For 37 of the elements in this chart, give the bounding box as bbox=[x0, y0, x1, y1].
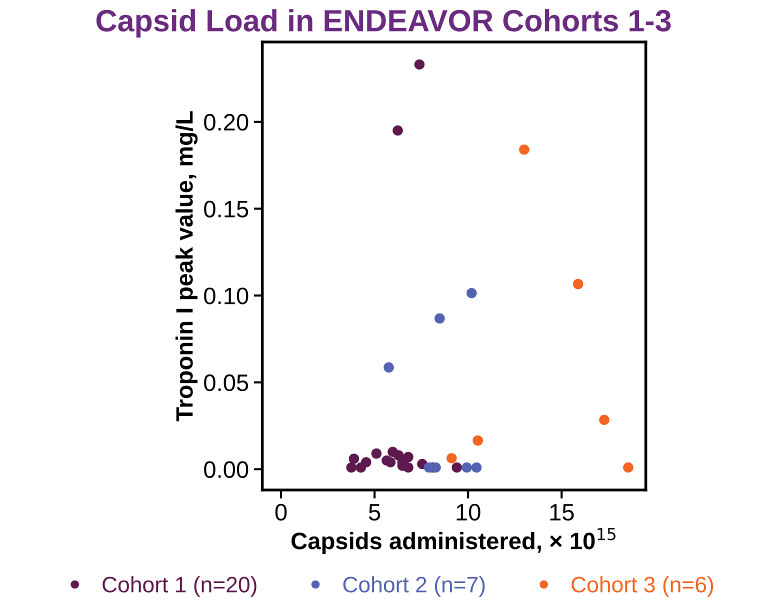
point bbox=[471, 462, 482, 473]
point bbox=[462, 462, 472, 473]
y-tick-label: 0.00 bbox=[204, 461, 248, 478]
x-tick-label: 15 bbox=[550, 504, 574, 521]
legend-label: Cohort 3 (n=6) bbox=[572, 576, 714, 597]
point bbox=[599, 414, 610, 426]
x-tick-label: 0 bbox=[275, 504, 287, 521]
point bbox=[466, 288, 477, 298]
x-axis-title: Capsids administered, × 10$^{15}$ bbox=[292, 528, 616, 554]
point bbox=[360, 457, 372, 468]
point bbox=[403, 452, 414, 462]
y-tick-label: 0.05 bbox=[204, 374, 248, 392]
point bbox=[414, 59, 425, 70]
point bbox=[430, 462, 441, 473]
legend-label: Cohort 2 (n=7) bbox=[343, 576, 485, 597]
point bbox=[434, 313, 445, 324]
point bbox=[384, 362, 394, 373]
point bbox=[385, 457, 396, 468]
x-tick-label: 5 bbox=[368, 504, 380, 521]
y-tick-label: 0.15 bbox=[204, 200, 248, 218]
y-tick-label: 0.10 bbox=[204, 288, 248, 304]
legend-label: Cohort 1 (n=20) bbox=[102, 576, 256, 597]
y-tick-label: 0.20 bbox=[204, 114, 248, 131]
point bbox=[519, 144, 530, 155]
point bbox=[452, 462, 462, 473]
point bbox=[346, 462, 357, 473]
point bbox=[371, 448, 382, 459]
y-axis-title: Troponin I peak value, mg/L bbox=[176, 111, 198, 422]
x-tick-label: 10 bbox=[456, 504, 480, 521]
point bbox=[446, 453, 457, 464]
point bbox=[403, 462, 414, 473]
point bbox=[472, 435, 483, 446]
point bbox=[392, 125, 403, 136]
chart-title: Capsid Load in ENDEAVOR Cohorts 1-3 bbox=[96, 9, 671, 38]
point bbox=[623, 462, 634, 473]
point bbox=[572, 278, 584, 290]
point bbox=[348, 454, 360, 464]
